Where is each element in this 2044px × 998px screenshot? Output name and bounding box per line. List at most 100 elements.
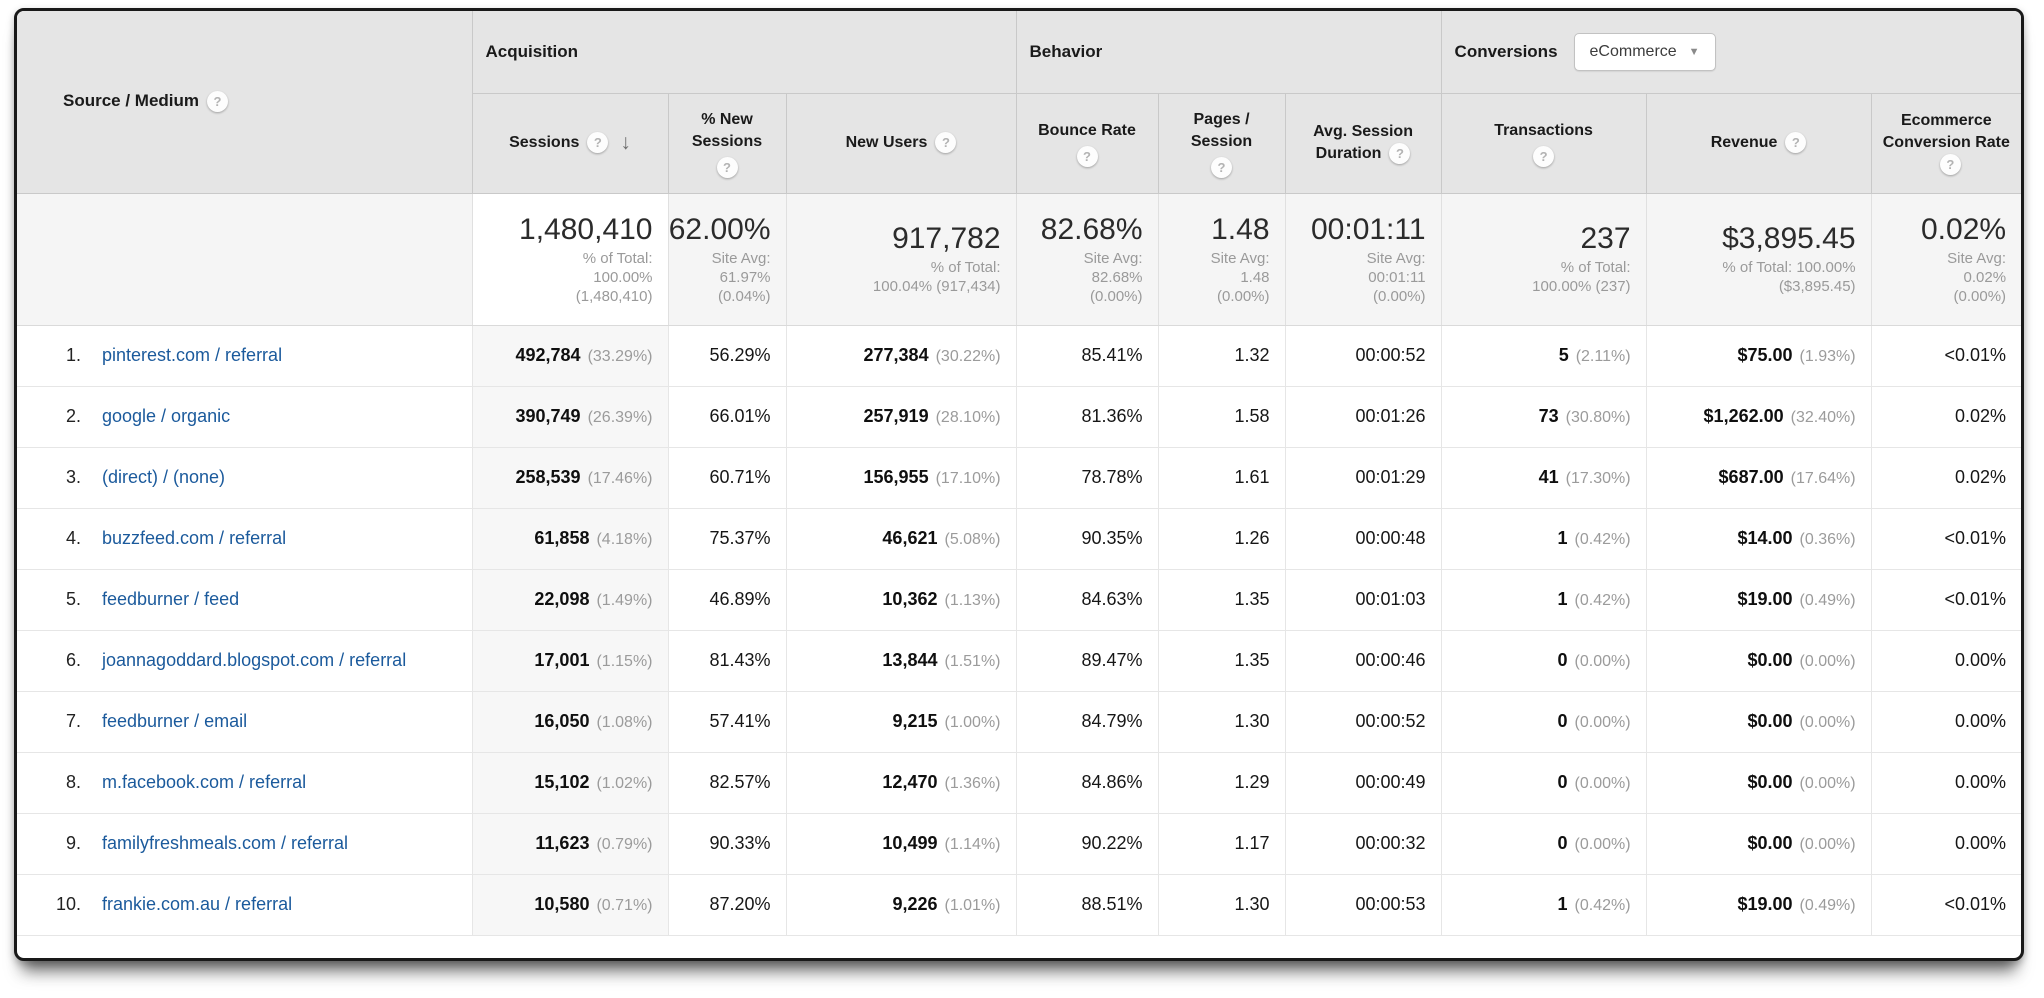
transactions-cell: 1 (0.42%): [1440, 508, 1647, 570]
conversions-goal-dropdown[interactable]: eCommerce ▼: [1573, 32, 1716, 71]
source-medium-label: Source / Medium: [63, 91, 200, 111]
table-row: 2. google / organic 390,749 (26.39%) 66.0…: [17, 386, 2021, 448]
source-medium-link[interactable]: buzzfeed.com / referral: [102, 528, 287, 548]
table-row: 1. pinterest.com / referral 492,784 (33.2…: [17, 325, 2021, 387]
bounce-rate-cell: 81.36%: [1015, 386, 1159, 448]
help-icon[interactable]: ?: [1211, 156, 1233, 178]
sessions-cell: 492,784 (33.29%): [471, 325, 668, 387]
revenue-cell: $0.00 (0.00%): [1645, 691, 1872, 753]
analytics-table: Source / Medium? Acquisition Behavior Co…: [17, 11, 2021, 936]
source-medium-link[interactable]: (direct) / (none): [102, 467, 226, 487]
help-icon[interactable]: ?: [1076, 145, 1098, 167]
source-medium-column-header[interactable]: Source / Medium?: [17, 11, 472, 194]
source-medium-cell: 1. pinterest.com / referral: [17, 325, 472, 387]
group-acquisition-label: Acquisition: [485, 41, 579, 61]
help-icon[interactable]: ?: [1389, 143, 1411, 165]
source-medium-link[interactable]: frankie.com.au / referral: [102, 894, 293, 914]
avg-duration-cell: 00:01:03: [1284, 569, 1442, 631]
transactions-cell: 1 (0.42%): [1440, 569, 1647, 631]
group-conversions: Conversions eCommerce ▼: [1440, 11, 2021, 94]
pages-session-cell: 1.35: [1157, 630, 1286, 692]
pages-session-cell: 1.30: [1157, 691, 1286, 753]
pages-session-cell: 1.35: [1157, 569, 1286, 631]
column-header-new-users[interactable]: New Users?: [785, 93, 1017, 194]
table-row: 3. (direct) / (none) 258,539 (17.46%) 60.…: [17, 447, 2021, 509]
totals-revenue-cell: $3,895.45% of Total: 100.00% ($3,895.45): [1645, 193, 1872, 326]
source-medium-link[interactable]: google / organic: [102, 406, 231, 426]
totals-avg-duration-cell: 00:01:11 Site Avg: 00:01:11 (0.00%): [1284, 193, 1442, 326]
ecommerce-conversion-rate-cell: <0.01%: [1870, 325, 2021, 387]
row-rank: 10.: [55, 894, 81, 914]
column-header-bounce-rate[interactable]: Bounce Rate?: [1015, 93, 1159, 194]
totals-ecommerce-conversion-rate-cell: 0.02% Site Avg: 0.02% (0.00%): [1870, 193, 2021, 326]
avg-duration-cell: 00:00:32: [1284, 813, 1442, 875]
table-row: 4. buzzfeed.com / referral 61,858 (4.18%)…: [17, 508, 2021, 570]
help-icon[interactable]: ?: [935, 132, 957, 154]
help-icon[interactable]: ?: [587, 132, 609, 154]
new-users-cell: 9,215 (1.00%): [785, 691, 1017, 753]
source-medium-link[interactable]: pinterest.com / referral: [102, 345, 283, 365]
sessions-cell: 258,539 (17.46%): [471, 447, 668, 509]
bounce-rate-cell: 84.63%: [1015, 569, 1159, 631]
column-header-transactions[interactable]: Transactions?: [1440, 93, 1647, 194]
row-rank: 7.: [65, 711, 81, 731]
source-medium-link[interactable]: familyfreshmeals.com / referral: [102, 833, 349, 853]
bounce-rate-cell: 84.86%: [1015, 752, 1159, 814]
ecommerce-conversion-rate-cell: 0.00%: [1870, 691, 2021, 753]
conversions-dropdown-value: eCommerce: [1589, 42, 1677, 60]
source-medium-link[interactable]: m.facebook.com / referral: [102, 772, 307, 792]
column-header-pages-session[interactable]: Pages / Session?: [1157, 93, 1286, 194]
revenue-cell: $0.00 (0.00%): [1645, 630, 1872, 692]
totals-transactions-cell: 237% of Total: 100.00% (237): [1440, 193, 1647, 326]
column-header-ecommerce-conversion-rate[interactable]: Ecommerce Conversion Rate?: [1870, 93, 2021, 194]
pct-new-sessions-cell: 75.37%: [667, 508, 786, 570]
sort-descending-icon[interactable]: ↓: [620, 130, 631, 154]
help-icon[interactable]: ?: [1533, 145, 1555, 167]
avg-duration-cell: 00:01:26: [1284, 386, 1442, 448]
new-users-cell: 10,362 (1.13%): [785, 569, 1017, 631]
source-medium-cell: 5. feedburner / feed: [17, 569, 472, 631]
pages-session-cell: 1.61: [1157, 447, 1286, 509]
row-rank: 5.: [65, 589, 81, 609]
source-medium-cell: 7. feedburner / email: [17, 691, 472, 753]
revenue-cell: $14.00 (0.36%): [1645, 508, 1872, 570]
help-icon[interactable]: ?: [207, 91, 229, 113]
pct-new-sessions-cell: 60.71%: [667, 447, 786, 509]
column-header-sessions[interactable]: Sessions? ↓: [471, 93, 668, 194]
sessions-cell: 11,623 (0.79%): [471, 813, 668, 875]
group-behavior: Behavior: [1015, 11, 1442, 94]
group-conversions-label: Conversions: [1454, 41, 1558, 61]
column-header-avg-session-duration[interactable]: Avg. Session Duration?: [1284, 93, 1442, 194]
table-row: 8. m.facebook.com / referral 15,102 (1.02…: [17, 752, 2021, 814]
source-medium-cell: 10. frankie.com.au / referral: [17, 874, 472, 936]
revenue-cell: $19.00 (0.49%): [1645, 874, 1872, 936]
pct-new-sessions-cell: 90.33%: [667, 813, 786, 875]
source-medium-link[interactable]: joannagoddard.blogspot.com / referral: [102, 650, 407, 670]
table-row: 7. feedburner / email 16,050 (1.08%) 57.4…: [17, 691, 2021, 753]
new-users-cell: 9,226 (1.01%): [785, 874, 1017, 936]
table-row: 6. joannagoddard.blogspot.com / referral…: [17, 630, 2021, 692]
column-header-pct-new-sessions[interactable]: % New Sessions?: [667, 93, 786, 194]
sessions-cell: 61,858 (4.18%): [471, 508, 668, 570]
revenue-cell: $0.00 (0.00%): [1645, 813, 1872, 875]
source-medium-link[interactable]: feedburner / email: [102, 711, 248, 731]
revenue-cell: $1,262.00 (32.40%): [1645, 386, 1872, 448]
avg-duration-cell: 00:00:52: [1284, 325, 1442, 387]
bounce-rate-cell: 90.35%: [1015, 508, 1159, 570]
column-header-revenue[interactable]: Revenue?: [1645, 93, 1872, 194]
group-behavior-label: Behavior: [1029, 41, 1103, 61]
column-header-row: Sessions? ↓ % New Sessions? New Users? Bo…: [17, 93, 2021, 194]
pages-session-cell: 1.30: [1157, 874, 1286, 936]
chevron-down-icon: ▼: [1688, 45, 1700, 58]
help-icon[interactable]: ?: [1785, 132, 1807, 154]
pages-session-cell: 1.32: [1157, 325, 1286, 387]
pages-session-cell: 1.17: [1157, 813, 1286, 875]
source-medium-cell: 2. google / organic: [17, 386, 472, 448]
transactions-cell: 41 (17.30%): [1440, 447, 1647, 509]
help-icon[interactable]: ?: [716, 156, 738, 178]
group-acquisition: Acquisition: [471, 11, 1017, 94]
avg-duration-cell: 00:00:52: [1284, 691, 1442, 753]
help-icon[interactable]: ?: [1939, 154, 1961, 176]
source-medium-link[interactable]: feedburner / feed: [102, 589, 240, 609]
avg-duration-cell: 00:00:49: [1284, 752, 1442, 814]
